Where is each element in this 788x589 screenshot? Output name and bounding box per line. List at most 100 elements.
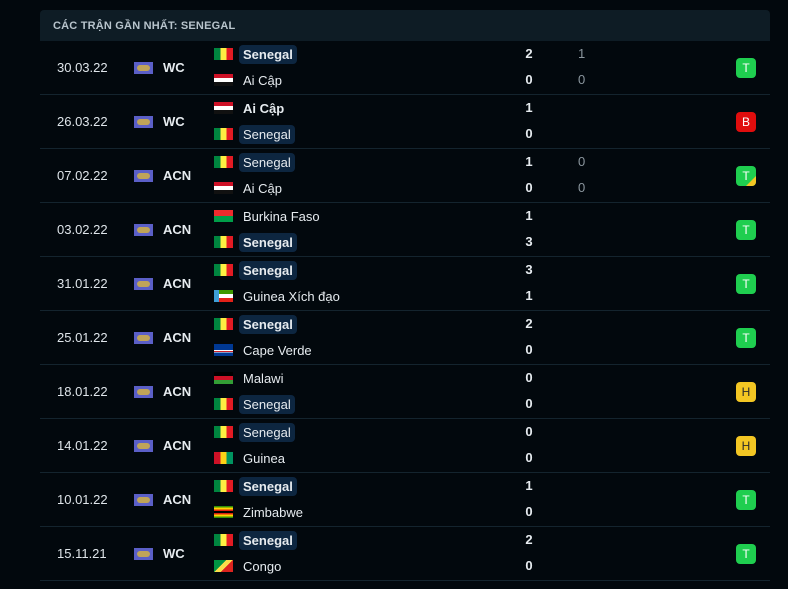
result-badge: T bbox=[736, 328, 756, 348]
result-badge: H bbox=[736, 436, 756, 456]
home-score: 3 bbox=[525, 262, 533, 277]
home-score: 2 bbox=[525, 46, 533, 61]
home-score: 2 bbox=[525, 316, 533, 331]
world-map-icon bbox=[134, 440, 153, 452]
team-name: Senegal bbox=[239, 476, 297, 496]
team-name: Cape Verde bbox=[243, 342, 312, 358]
team-away[interactable]: Senegal bbox=[214, 394, 295, 414]
match-row[interactable]: 10.01.22 ACN Senegal Zimbabwe 1 0 T bbox=[40, 473, 770, 527]
result-badge: T bbox=[736, 166, 756, 186]
result-badge: H bbox=[736, 382, 756, 402]
match-date: 30.03.22 bbox=[57, 60, 108, 75]
match-row[interactable]: 07.02.22 ACN Senegal Ai Cập 1 0 0 0 T bbox=[40, 149, 770, 203]
away-score: 0 bbox=[525, 180, 533, 195]
team-name: Senegal bbox=[239, 124, 295, 144]
league-name: ACN bbox=[163, 330, 192, 345]
flag-icon bbox=[214, 372, 233, 384]
team-home[interactable]: Senegal bbox=[214, 314, 297, 334]
team-home[interactable]: Senegal bbox=[214, 44, 297, 64]
match-date: 10.01.22 bbox=[57, 492, 108, 507]
match-row[interactable]: 18.01.22 ACN Malawi Senegal 0 0 H bbox=[40, 365, 770, 419]
flag-icon bbox=[214, 398, 233, 410]
result-label: T bbox=[742, 493, 750, 507]
flag-icon bbox=[214, 48, 233, 60]
result-label: H bbox=[741, 385, 751, 399]
team-name: Guinea Xích đạo bbox=[243, 288, 340, 304]
team-home[interactable]: Malawi bbox=[214, 368, 287, 388]
result-badge: T bbox=[736, 490, 756, 510]
league-name: ACN bbox=[163, 276, 192, 291]
team-away[interactable]: Ai Cập bbox=[214, 178, 286, 198]
team-name: Senegal bbox=[239, 260, 297, 280]
match-row[interactable]: 03.02.22 ACN Burkina Faso Senegal 1 3 T bbox=[40, 203, 770, 257]
flag-icon bbox=[214, 236, 233, 248]
match-row[interactable]: 14.01.22 ACN Senegal Guinea 0 0 H bbox=[40, 419, 770, 473]
team-home[interactable]: Burkina Faso bbox=[214, 206, 324, 226]
team-away[interactable]: Congo bbox=[214, 556, 285, 576]
home-sub-score: 1 bbox=[578, 46, 586, 61]
team-home[interactable]: Senegal bbox=[214, 260, 297, 280]
home-score: 0 bbox=[525, 424, 533, 439]
match-date: 25.01.22 bbox=[57, 330, 108, 345]
away-score: 0 bbox=[525, 396, 533, 411]
world-map-icon bbox=[134, 386, 153, 398]
league-name: WC bbox=[163, 114, 185, 129]
world-map-icon bbox=[134, 170, 153, 182]
team-away[interactable]: Cape Verde bbox=[214, 340, 316, 360]
match-date: 15.11.21 bbox=[57, 546, 107, 561]
result-badge: B bbox=[736, 112, 756, 132]
result-badge: T bbox=[736, 220, 756, 240]
match-row[interactable]: 30.03.22 WC Senegal Ai Cập 2 0 1 0 T bbox=[40, 41, 770, 95]
team-away[interactable]: Guinea Xích đạo bbox=[214, 286, 344, 306]
team-name: Congo bbox=[243, 558, 282, 574]
match-date: 31.01.22 bbox=[57, 276, 108, 291]
team-name: Zimbabwe bbox=[243, 504, 303, 520]
result-label: B bbox=[741, 115, 750, 129]
recent-matches-panel: CÁC TRẬN GẦN NHẤT: SENEGAL 30.03.22 WC S… bbox=[40, 10, 770, 581]
home-score: 0 bbox=[525, 370, 533, 385]
team-home[interactable]: Senegal bbox=[214, 152, 295, 172]
result-label: T bbox=[742, 331, 750, 345]
match-row[interactable]: 31.01.22 ACN Senegal Guinea Xích đạo 3 1… bbox=[40, 257, 770, 311]
panel-title: CÁC TRẬN GẦN NHẤT: SENEGAL bbox=[40, 10, 770, 41]
away-sub-score: 0 bbox=[578, 180, 586, 195]
away-score: 0 bbox=[525, 126, 533, 141]
home-score: 1 bbox=[525, 208, 533, 223]
flag-icon bbox=[214, 506, 233, 518]
away-score: 3 bbox=[525, 234, 533, 249]
match-date: 14.01.22 bbox=[57, 438, 108, 453]
team-name: Malawi bbox=[243, 370, 284, 386]
away-sub-score: 0 bbox=[578, 72, 586, 87]
flag-icon bbox=[214, 210, 233, 222]
home-score: 1 bbox=[525, 478, 533, 493]
match-date: 18.01.22 bbox=[57, 384, 108, 399]
world-map-icon bbox=[134, 332, 153, 344]
team-home[interactable]: Ai Cập bbox=[214, 98, 288, 118]
team-away[interactable]: Ai Cập bbox=[214, 70, 286, 90]
flag-icon bbox=[214, 426, 233, 438]
team-away[interactable]: Senegal bbox=[214, 124, 295, 144]
match-date: 03.02.22 bbox=[57, 222, 108, 237]
match-row[interactable]: 25.01.22 ACN Senegal Cape Verde 2 0 T bbox=[40, 311, 770, 365]
team-home[interactable]: Senegal bbox=[214, 422, 295, 442]
flag-icon bbox=[214, 74, 233, 86]
flag-icon bbox=[214, 156, 233, 168]
team-away[interactable]: Senegal bbox=[214, 232, 297, 252]
team-home[interactable]: Senegal bbox=[214, 530, 297, 550]
team-away[interactable]: Zimbabwe bbox=[214, 502, 307, 522]
team-name: Senegal bbox=[239, 394, 295, 414]
world-map-icon bbox=[134, 224, 153, 236]
result-label: T bbox=[742, 277, 750, 291]
match-row[interactable]: 15.11.21 WC Senegal Congo 2 0 T bbox=[40, 527, 770, 581]
world-map-icon bbox=[134, 116, 153, 128]
home-score: 1 bbox=[525, 154, 533, 169]
match-row[interactable]: 26.03.22 WC Ai Cập Senegal 1 0 B bbox=[40, 95, 770, 149]
team-home[interactable]: Senegal bbox=[214, 476, 297, 496]
result-badge: T bbox=[736, 58, 756, 78]
flag-icon bbox=[214, 344, 233, 356]
away-score: 1 bbox=[525, 288, 533, 303]
flag-icon bbox=[214, 290, 233, 302]
away-score: 0 bbox=[525, 342, 533, 357]
flag-icon bbox=[214, 534, 233, 546]
team-away[interactable]: Guinea bbox=[214, 448, 289, 468]
